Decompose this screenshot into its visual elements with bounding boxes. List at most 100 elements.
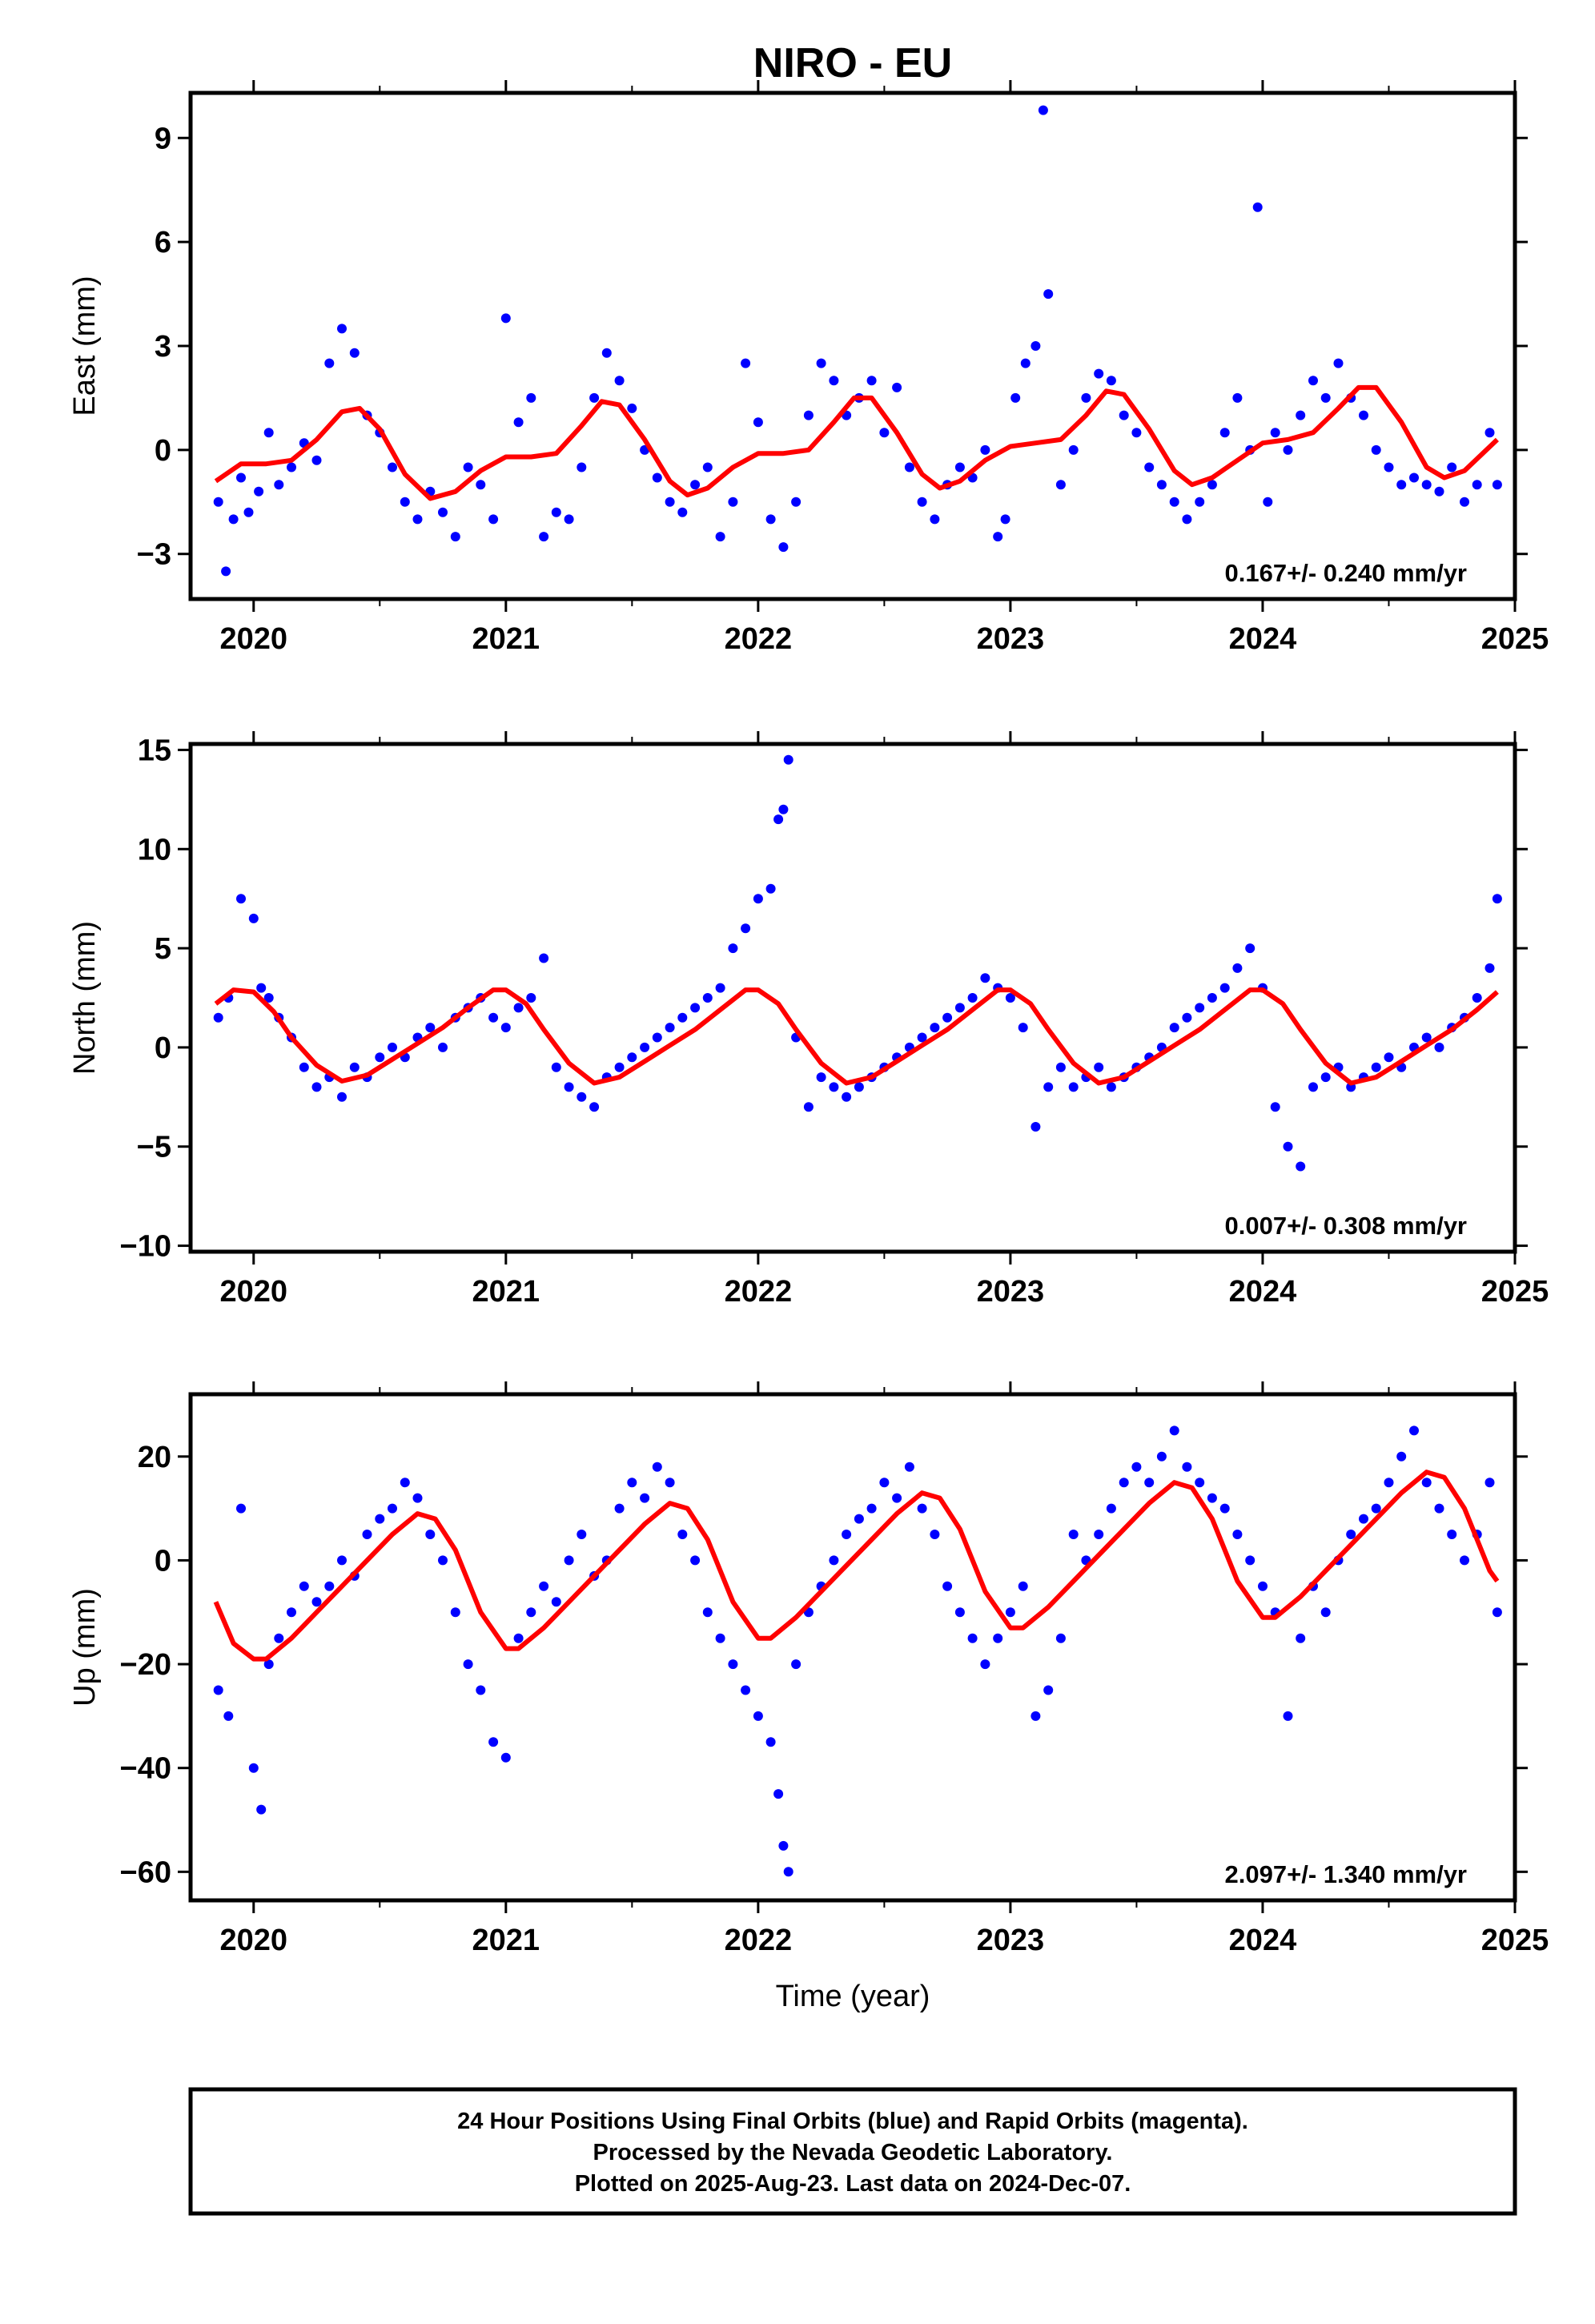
up-data-point xyxy=(954,1607,965,1618)
north-y-tick-label: 10 xyxy=(138,833,171,866)
up-data-point xyxy=(665,1478,675,1488)
up-data-point xyxy=(1258,1581,1268,1591)
north-data-point xyxy=(589,1102,600,1112)
up-data-point xyxy=(1169,1425,1179,1436)
east-data-point xyxy=(1020,358,1031,368)
east-rate-label: 0.167+/- 0.240 mm/yr xyxy=(1225,559,1467,587)
up-data-point xyxy=(1409,1425,1419,1436)
up-data-point xyxy=(299,1581,309,1591)
up-data-point xyxy=(476,1685,486,1695)
up-data-point xyxy=(1371,1503,1381,1514)
north-data-point xyxy=(526,993,536,1003)
north-data-point xyxy=(1434,1042,1444,1052)
north-x-tick-label: 2022 xyxy=(725,1275,793,1309)
up-data-point xyxy=(741,1685,751,1695)
east-data-point xyxy=(1472,480,1482,490)
up-data-point xyxy=(1245,1555,1256,1566)
up-data-point xyxy=(1195,1478,1205,1488)
north-data-point xyxy=(930,1023,940,1033)
north-data-point xyxy=(337,1092,347,1102)
east-data-point xyxy=(1447,462,1457,472)
east-data-point xyxy=(1068,444,1079,455)
up-data-point xyxy=(1131,1462,1142,1472)
x-axis-label: Time (year) xyxy=(776,1980,930,2013)
east-data-point xyxy=(450,532,460,542)
up-data-point xyxy=(930,1530,940,1539)
east-data-point xyxy=(803,410,814,420)
east-data-point xyxy=(388,462,397,472)
east-data-point xyxy=(1182,514,1192,525)
east-data-point xyxy=(1055,480,1066,490)
north-y-tick-label: 15 xyxy=(138,734,171,767)
east-data-point xyxy=(917,497,927,507)
up-x-tick-label: 2020 xyxy=(219,1924,287,1957)
north-data-point xyxy=(954,1003,965,1013)
up-data-point xyxy=(842,1530,852,1539)
east-data-point xyxy=(816,358,826,368)
north-data-point xyxy=(1043,1082,1054,1092)
up-fit-line xyxy=(213,1470,1500,1662)
up-data-point xyxy=(513,1633,524,1643)
east-x-tick-label: 2021 xyxy=(472,622,540,656)
north-data-point xyxy=(1005,993,1015,1003)
north-data-point xyxy=(773,814,784,825)
north-data-point xyxy=(803,1102,814,1112)
north-data-point xyxy=(564,1082,574,1092)
east-data-point xyxy=(287,462,296,472)
north-data-point xyxy=(753,894,763,904)
east-data-point xyxy=(1010,392,1021,403)
up-x-tick-label: 2021 xyxy=(472,1924,540,1957)
north-data-point xyxy=(1421,1032,1432,1043)
up-y-axis-label: Up (mm) xyxy=(68,1588,102,1707)
up-data-point xyxy=(690,1555,701,1566)
east-y-tick-label: 6 xyxy=(155,226,171,259)
east-data-point xyxy=(1156,480,1167,490)
up-data-point xyxy=(728,1659,738,1670)
east-y-tick-label: 0 xyxy=(155,434,171,468)
up-data-point xyxy=(1018,1581,1028,1591)
up-data-point xyxy=(223,1711,234,1721)
east-data-point xyxy=(741,358,751,368)
east-data-point xyxy=(324,358,335,368)
north-data-point xyxy=(1207,993,1217,1003)
up-data-point xyxy=(263,1659,274,1670)
east-data-point xyxy=(438,507,448,517)
north-data-point xyxy=(715,983,725,993)
up-data-point xyxy=(1359,1514,1368,1524)
up-data-point xyxy=(539,1581,549,1591)
north-data-point xyxy=(311,1082,322,1092)
north-data-point xyxy=(1219,983,1230,993)
north-data-point xyxy=(375,1052,385,1063)
east-data-point xyxy=(1219,428,1230,438)
up-data-point xyxy=(879,1478,890,1488)
east-data-point xyxy=(1131,428,1142,438)
north-data-point xyxy=(778,804,789,814)
up-data-point xyxy=(1031,1711,1041,1721)
east-data-point xyxy=(463,462,473,472)
east-data-point xyxy=(236,472,246,483)
north-x-tick-label: 2024 xyxy=(1229,1275,1297,1309)
up-data-point xyxy=(1182,1462,1192,1472)
up-data-point xyxy=(564,1555,574,1566)
east-data-point xyxy=(690,480,701,490)
north-data-point xyxy=(702,993,713,1003)
east-data-point xyxy=(1195,497,1205,507)
east-data-point xyxy=(1081,392,1091,403)
east-data-point xyxy=(539,532,549,542)
east-data-point xyxy=(263,428,274,438)
north-data-point xyxy=(1384,1052,1394,1063)
up-data-point xyxy=(362,1530,372,1539)
east-data-point xyxy=(829,376,839,386)
north-data-point xyxy=(500,1023,511,1033)
east-data-point xyxy=(1106,376,1116,386)
east-data-point xyxy=(1144,462,1155,472)
north-data-point xyxy=(488,1012,499,1023)
north-data-point xyxy=(425,1023,436,1033)
north-data-point xyxy=(741,923,751,934)
north-y-axis-label: North (mm) xyxy=(68,921,102,1075)
up-data-point xyxy=(236,1503,246,1514)
up-data-point xyxy=(854,1514,864,1524)
up-data-point xyxy=(256,1804,267,1815)
up-data-point xyxy=(652,1462,662,1472)
up-data-point xyxy=(980,1659,990,1670)
